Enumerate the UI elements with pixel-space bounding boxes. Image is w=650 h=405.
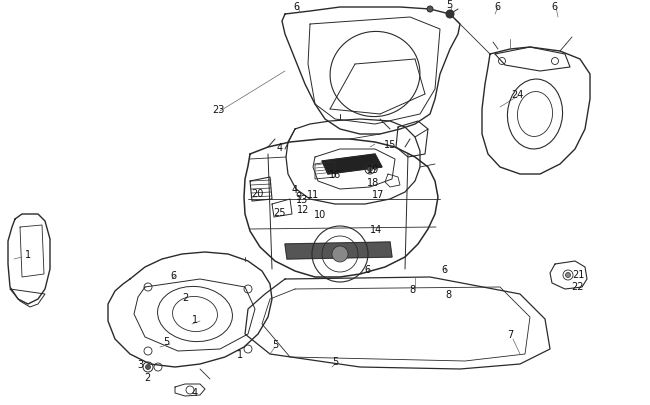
Text: 14: 14 (370, 224, 382, 234)
Circle shape (332, 246, 348, 262)
Text: 7: 7 (507, 329, 513, 339)
Circle shape (146, 364, 151, 370)
Text: 11: 11 (307, 190, 319, 200)
Text: 6: 6 (494, 2, 500, 12)
Text: 16: 16 (329, 170, 341, 179)
Circle shape (367, 167, 372, 172)
Text: 13: 13 (296, 194, 308, 205)
Text: 4: 4 (292, 185, 298, 194)
Text: 5: 5 (272, 339, 278, 349)
Text: 20: 20 (251, 189, 263, 198)
Text: 2: 2 (144, 372, 150, 382)
Text: 10: 10 (314, 209, 326, 220)
Text: 21: 21 (572, 269, 584, 279)
Text: 15: 15 (384, 140, 396, 149)
Text: 4: 4 (192, 387, 198, 397)
Text: 4: 4 (277, 143, 283, 153)
Circle shape (446, 11, 454, 19)
Text: 23: 23 (212, 105, 224, 115)
Text: 6: 6 (441, 264, 447, 274)
Text: 17: 17 (372, 190, 384, 200)
Text: 6: 6 (364, 264, 370, 274)
Text: 25: 25 (273, 207, 285, 217)
Text: 3: 3 (137, 359, 143, 369)
Text: 18: 18 (367, 177, 379, 188)
Text: 2: 2 (182, 292, 188, 302)
Text: 9: 9 (295, 192, 301, 202)
Circle shape (566, 273, 571, 278)
Text: 5: 5 (446, 0, 452, 10)
Text: 1: 1 (192, 314, 198, 324)
Text: 19: 19 (367, 164, 379, 175)
Text: 8: 8 (445, 289, 451, 299)
Text: 1: 1 (25, 249, 31, 259)
Text: 24: 24 (511, 90, 523, 100)
Text: 6: 6 (170, 270, 176, 280)
Text: 5: 5 (332, 356, 338, 366)
Text: 1: 1 (237, 349, 243, 359)
Polygon shape (322, 155, 382, 175)
Circle shape (427, 7, 433, 13)
Text: 6: 6 (293, 2, 299, 12)
Text: 6: 6 (551, 2, 557, 12)
Text: 8: 8 (409, 284, 415, 294)
Text: 12: 12 (297, 205, 309, 215)
Text: 5: 5 (163, 336, 169, 346)
Text: 22: 22 (572, 281, 584, 291)
Polygon shape (285, 243, 392, 259)
